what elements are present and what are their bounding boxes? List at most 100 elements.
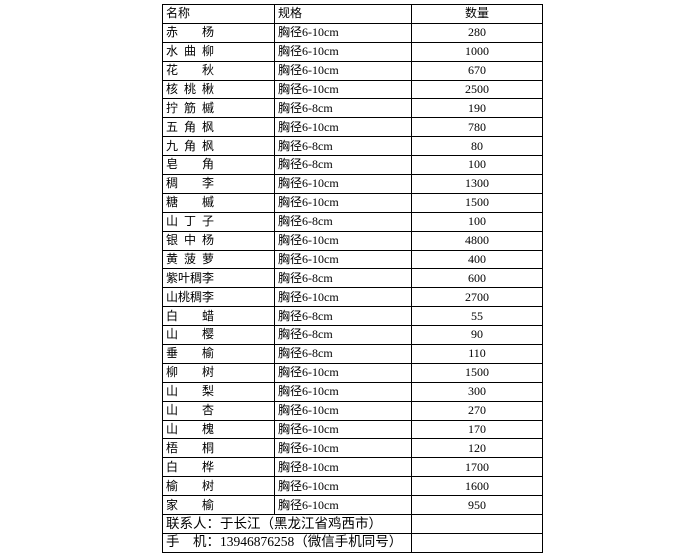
quantity-cell: 55 <box>411 306 543 327</box>
quantity-cell: 780 <box>411 117 543 138</box>
tree-name-cell: 山 梨 <box>162 381 275 402</box>
column-header-name: 名称 <box>162 4 275 24</box>
tree-name: 山 梨 <box>166 384 214 399</box>
quantity-cell: 110 <box>411 344 543 364</box>
table-row: 柳 树 胸径6-10cm 1500 <box>162 362 543 383</box>
spec-cell: 胸径6-8cm <box>274 306 412 327</box>
table-row: 白 桦 胸径8-10cm 1700 <box>162 457 543 478</box>
spec-cell: 胸径6-10cm <box>274 174 412 194</box>
quantity-cell: 100 <box>411 155 543 176</box>
tree-name: 梧 桐 <box>166 440 214 455</box>
tree-stock-table: 名称 规格 数量 赤 杨 胸径6-10cm 280 水 曲 柳 胸径6-10cm… <box>162 4 543 553</box>
spec-cell: 胸径6-8cm <box>274 155 412 176</box>
column-header-spec: 规格 <box>274 4 412 24</box>
tree-name-cell: 五 角 枫 <box>162 117 275 138</box>
spec-cell: 胸径6-10cm <box>274 287 412 308</box>
table-row: 梧 桐 胸径6-10cm 120 <box>162 438 543 459</box>
quantity-cell: 1700 <box>411 457 543 478</box>
table-row: 垂 榆 胸径6-8cm 110 <box>162 344 543 364</box>
table-row: 黄 菠 萝 胸径6-10cm 400 <box>162 249 543 270</box>
tree-name: 核 桃 楸 <box>166 81 214 96</box>
tree-name-cell: 榆 树 <box>162 476 275 497</box>
tree-name-cell: 紫叶稠李 <box>162 268 275 289</box>
table-row: 榆 树 胸径6-10cm 1600 <box>162 476 543 497</box>
table-row: 山 槐 胸径6-10cm 170 <box>162 419 543 440</box>
tree-name-cell: 银 中 杨 <box>162 230 275 251</box>
spec-cell: 胸径6-10cm <box>274 60 412 81</box>
contact-person-cell: 联系人：于长江（黑龙江省鸡西市） <box>162 514 412 534</box>
spec-cell: 胸径6-8cm <box>274 268 412 289</box>
phone-number-cell: 手 机：13946876258（微信手机同号） <box>162 532 412 553</box>
table-row: 银 中 杨 胸径6-10cm 4800 <box>162 230 543 251</box>
tree-name: 垂 榆 <box>166 346 214 361</box>
tree-name: 山 樱 <box>166 327 214 342</box>
phone-row: 手 机：13946876258（微信手机同号） <box>162 532 543 553</box>
tree-name: 白 蜡 <box>166 308 214 323</box>
quantity-cell: 600 <box>411 268 543 289</box>
quantity-cell: 2700 <box>411 287 543 308</box>
tree-name-cell: 核 桃 楸 <box>162 79 275 100</box>
tree-name-cell: 拧 筋 槭 <box>162 98 275 119</box>
spec-cell: 胸径6-8cm <box>274 136 412 157</box>
tree-name: 稠 李 <box>166 176 214 191</box>
spec-cell: 胸径6-10cm <box>274 41 412 62</box>
table-row: 花 秋 胸径6-10cm 670 <box>162 60 543 81</box>
tree-name-cell: 皂 角 <box>162 155 275 176</box>
tree-name: 银 中 杨 <box>166 233 214 248</box>
tree-name: 山 槐 <box>166 421 214 436</box>
table-row: 拧 筋 槭 胸径6-8cm 190 <box>162 98 543 119</box>
table-row: 山 丁 子 胸径6-8cm 100 <box>162 211 543 232</box>
page-background: { "table": { "headers": { "name": "名称", … <box>162 4 543 553</box>
table-row: 山桃稠李 胸径6-10cm 2700 <box>162 287 543 308</box>
spec-cell: 胸径6-10cm <box>274 117 412 138</box>
table-row: 山 梨 胸径6-10cm 300 <box>162 381 543 402</box>
tree-name-cell: 水 曲 柳 <box>162 41 275 62</box>
header-row: 名称 规格 数量 <box>162 4 543 24</box>
quantity-cell: 80 <box>411 136 543 157</box>
spec-cell: 胸径6-10cm <box>274 438 412 459</box>
table-row: 核 桃 楸 胸径6-10cm 2500 <box>162 79 543 100</box>
tree-name-cell: 稠 李 <box>162 174 275 194</box>
quantity-cell: 4800 <box>411 230 543 251</box>
spec-cell: 胸径6-8cm <box>274 211 412 232</box>
tree-name-cell: 黄 菠 萝 <box>162 249 275 270</box>
spec-cell: 胸径6-10cm <box>274 192 412 213</box>
table-row: 家 榆 胸径6-10cm 950 <box>162 495 543 516</box>
quantity-cell: 300 <box>411 381 543 402</box>
spec-cell: 胸径6-8cm <box>274 344 412 364</box>
spec-cell: 胸径6-10cm <box>274 249 412 270</box>
column-header-qty: 数量 <box>411 4 543 24</box>
tree-name: 山 杏 <box>166 403 214 418</box>
table-row: 五 角 枫 胸径6-10cm 780 <box>162 117 543 138</box>
tree-name-cell: 垂 榆 <box>162 344 275 364</box>
tree-name: 糖 槭 <box>166 195 214 210</box>
tree-name: 花 秋 <box>166 63 214 78</box>
tree-name-cell: 赤 杨 <box>162 22 275 43</box>
tree-name-cell: 糖 槭 <box>162 192 275 213</box>
quantity-cell: 670 <box>411 60 543 81</box>
tree-name-cell: 山 槐 <box>162 419 275 440</box>
spec-cell: 胸径6-10cm <box>274 400 412 421</box>
tree-name-cell: 山 丁 子 <box>162 211 275 232</box>
quantity-cell: 1500 <box>411 362 543 383</box>
tree-name-cell: 柳 树 <box>162 362 275 383</box>
tree-name: 山桃稠李 <box>166 289 215 304</box>
tree-name-cell: 花 秋 <box>162 60 275 81</box>
tree-name: 黄 菠 萝 <box>166 251 214 266</box>
spec-cell: 胸径8-10cm <box>274 457 412 478</box>
table-row: 紫叶稠李 胸径6-8cm 600 <box>162 268 543 289</box>
table-row: 稠 李 胸径6-10cm 1300 <box>162 174 543 194</box>
spec-cell: 胸径6-10cm <box>274 476 412 497</box>
quantity-cell: 1000 <box>411 41 543 62</box>
spec-cell: 胸径6-8cm <box>274 98 412 119</box>
phone-empty-cell <box>411 532 543 553</box>
spec-cell: 胸径6-10cm <box>274 495 412 516</box>
tree-name: 榆 树 <box>166 478 214 493</box>
tree-name: 家 榆 <box>166 497 214 512</box>
tree-name: 水 曲 柳 <box>166 44 214 59</box>
quantity-cell: 1500 <box>411 192 543 213</box>
quantity-cell: 1300 <box>411 174 543 194</box>
spec-cell: 胸径6-8cm <box>274 325 412 346</box>
spec-cell: 胸径6-10cm <box>274 230 412 251</box>
spec-cell: 胸径6-10cm <box>274 362 412 383</box>
